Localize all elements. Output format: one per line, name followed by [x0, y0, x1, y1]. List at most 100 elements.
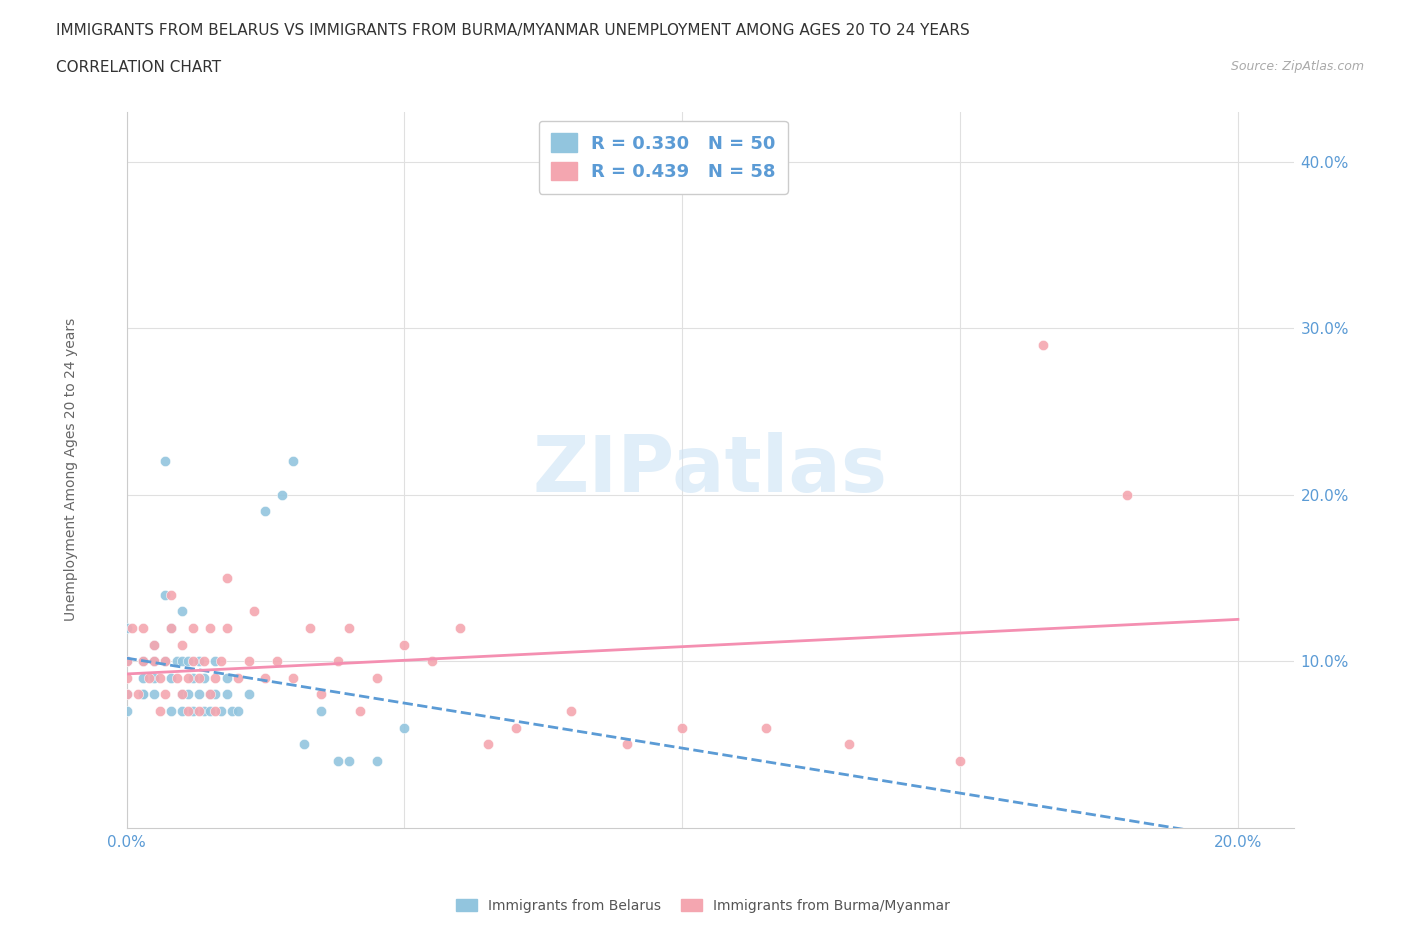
- Point: [181, 620, 204, 635]
- Point: [204, 654, 226, 669]
- Text: IMMIGRANTS FROM BELARUS VS IMMIGRANTS FROM BURMA/MYANMAR UNEMPLOYMENT AMONG AGES: IMMIGRANTS FROM BELARUS VS IMMIGRANTS FR…: [56, 23, 970, 38]
- Point: [143, 654, 166, 669]
- Point: [115, 687, 138, 702]
- Point: [366, 753, 388, 768]
- Point: [283, 454, 305, 469]
- Point: [238, 654, 260, 669]
- Point: [204, 671, 226, 685]
- Point: [1032, 338, 1054, 352]
- Point: [172, 704, 194, 719]
- Point: [149, 671, 172, 685]
- Point: [143, 687, 166, 702]
- Point: [155, 654, 177, 669]
- Point: [115, 687, 138, 702]
- Point: [172, 687, 194, 702]
- Point: [238, 687, 260, 702]
- Point: [160, 620, 183, 635]
- Point: [209, 654, 232, 669]
- Point: [198, 687, 221, 702]
- Point: [755, 721, 778, 736]
- Point: [132, 687, 155, 702]
- Point: [176, 687, 198, 702]
- Point: [143, 637, 166, 652]
- Point: [115, 671, 138, 685]
- Point: [198, 687, 221, 702]
- Point: [166, 671, 188, 685]
- Point: [337, 753, 360, 768]
- Point: [215, 620, 238, 635]
- Point: [204, 687, 226, 702]
- Point: [420, 654, 443, 669]
- Y-axis label: Unemployment Among Ages 20 to 24 years: Unemployment Among Ages 20 to 24 years: [63, 318, 77, 621]
- Point: [198, 704, 221, 719]
- Point: [187, 671, 209, 685]
- Point: [187, 704, 209, 719]
- Point: [560, 704, 582, 719]
- Point: [155, 654, 177, 669]
- Point: [172, 637, 194, 652]
- Point: [138, 671, 160, 685]
- Point: [132, 654, 155, 669]
- Point: [143, 654, 166, 669]
- Point: [172, 687, 194, 702]
- Point: [132, 671, 155, 685]
- Point: [149, 704, 172, 719]
- Point: [193, 671, 215, 685]
- Point: [309, 687, 332, 702]
- Point: [176, 671, 198, 685]
- Point: [505, 721, 527, 736]
- Point: [326, 654, 349, 669]
- Point: [127, 687, 149, 702]
- Point: [449, 620, 471, 635]
- Point: [298, 620, 321, 635]
- Point: [121, 620, 143, 635]
- Legend: R = 0.330   N = 50, R = 0.439   N = 58: R = 0.330 N = 50, R = 0.439 N = 58: [538, 121, 789, 193]
- Legend: Immigrants from Belarus, Immigrants from Burma/Myanmar: Immigrants from Belarus, Immigrants from…: [450, 894, 956, 919]
- Point: [209, 704, 232, 719]
- Point: [132, 620, 155, 635]
- Point: [181, 671, 204, 685]
- Point: [176, 704, 198, 719]
- Point: [326, 753, 349, 768]
- Point: [309, 704, 332, 719]
- Point: [394, 637, 416, 652]
- Point: [160, 620, 183, 635]
- Point: [193, 654, 215, 669]
- Point: [671, 721, 693, 736]
- Point: [337, 620, 360, 635]
- Point: [226, 671, 249, 685]
- Point: [198, 620, 221, 635]
- Point: [176, 654, 198, 669]
- Point: [349, 704, 371, 719]
- Point: [160, 671, 183, 685]
- Point: [838, 737, 860, 751]
- Point: [1115, 487, 1137, 502]
- Point: [132, 654, 155, 669]
- Point: [266, 654, 288, 669]
- Point: [949, 753, 972, 768]
- Text: CORRELATION CHART: CORRELATION CHART: [56, 60, 221, 75]
- Point: [215, 671, 238, 685]
- Point: [226, 704, 249, 719]
- Point: [221, 704, 243, 719]
- Point: [155, 687, 177, 702]
- Point: [616, 737, 638, 751]
- Point: [187, 687, 209, 702]
- Point: [143, 671, 166, 685]
- Point: [132, 687, 155, 702]
- Point: [115, 654, 138, 669]
- Text: ZIPatlas: ZIPatlas: [533, 432, 887, 508]
- Point: [155, 587, 177, 602]
- Point: [193, 704, 215, 719]
- Point: [166, 654, 188, 669]
- Point: [115, 620, 138, 635]
- Point: [366, 671, 388, 685]
- Point: [243, 604, 266, 618]
- Point: [271, 487, 294, 502]
- Point: [115, 704, 138, 719]
- Point: [187, 654, 209, 669]
- Point: [143, 637, 166, 652]
- Point: [160, 587, 183, 602]
- Point: [477, 737, 499, 751]
- Point: [254, 504, 277, 519]
